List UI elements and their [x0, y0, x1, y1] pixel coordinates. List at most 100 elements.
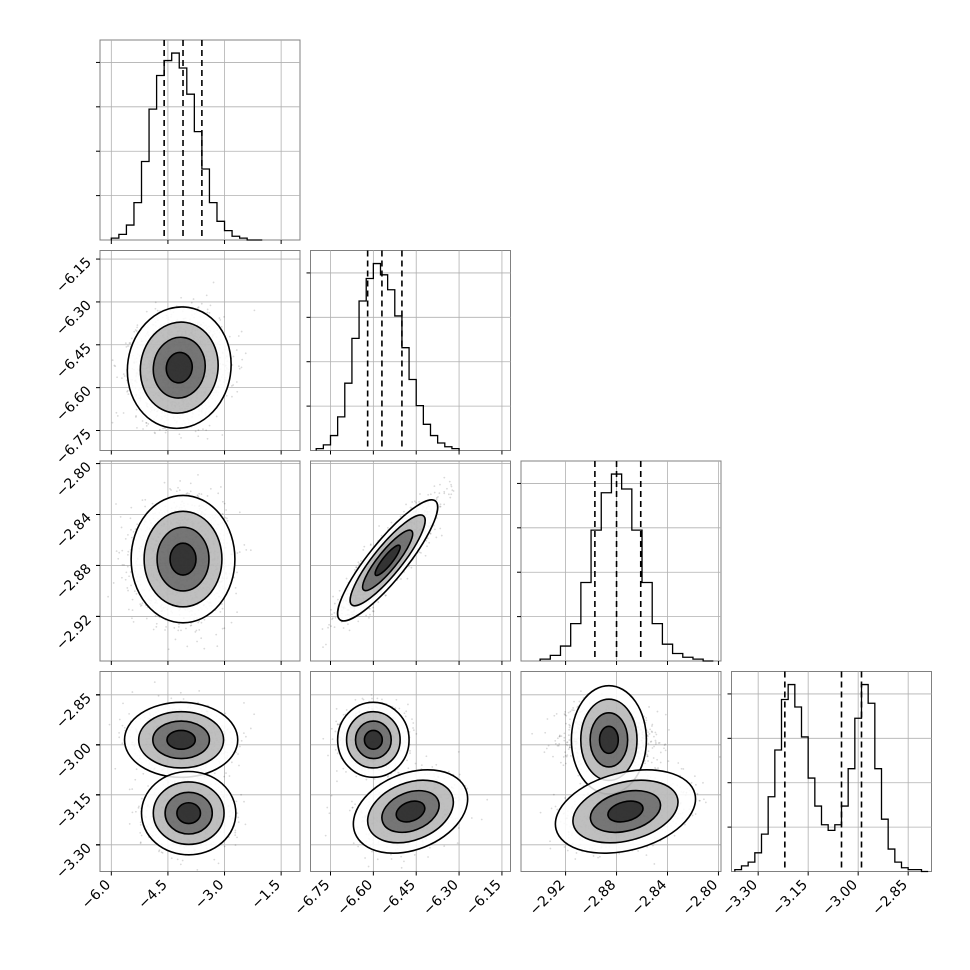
sample-point [154, 614, 157, 617]
y-tick-label: −6.15 [53, 255, 95, 297]
sample-point [155, 622, 158, 625]
sample-point [177, 629, 180, 632]
sample-point [241, 358, 244, 361]
sample-point [135, 415, 137, 417]
panel-frame [310, 250, 511, 451]
sample-point [196, 640, 198, 643]
sample-point [249, 549, 252, 552]
sample-point [122, 412, 125, 414]
sample-point [230, 384, 233, 387]
sample-point [130, 337, 133, 340]
sample-point [154, 432, 156, 435]
x-tick-label: −3.30 [719, 877, 761, 919]
sample-point [140, 604, 143, 607]
sample-point [134, 329, 137, 331]
sample-point [162, 427, 165, 430]
sample-point [142, 428, 144, 430]
sample-point [170, 489, 172, 491]
sample-point [113, 364, 116, 367]
sample-point [125, 345, 128, 348]
sample-point [114, 365, 117, 368]
sample-point [219, 319, 222, 321]
scatter-contour-panel: −6.75−6.60−6.45−6.30−6.15 [53, 250, 301, 472]
sample-point [221, 500, 224, 503]
sample-point [129, 571, 132, 573]
sample-point [127, 553, 129, 556]
sample-point [117, 557, 120, 560]
x-tick-label: −3.15 [769, 877, 811, 919]
x-tick-label: −2.85 [869, 877, 911, 919]
sample-point [124, 342, 127, 345]
sample-point [135, 416, 137, 418]
sample-point [234, 586, 237, 589]
sample-point [131, 609, 134, 612]
x-tick-label: −3.00 [819, 877, 861, 919]
sample-point [177, 486, 179, 489]
sample-point [111, 359, 114, 362]
sample-point [203, 618, 206, 621]
sample-point [245, 549, 248, 551]
sample-point [164, 427, 166, 430]
sample-point [145, 310, 148, 313]
sample-point [197, 474, 199, 476]
sample-point [186, 645, 189, 648]
y-tick-label: −6.75 [53, 426, 95, 468]
sample-point [200, 302, 203, 305]
sample-point [236, 611, 238, 614]
sample-point [205, 294, 208, 297]
sample-point [145, 422, 148, 424]
sample-point [180, 436, 182, 439]
sample-point [206, 311, 209, 314]
sample-point [226, 517, 228, 520]
sample-point [198, 629, 201, 631]
sample-point [158, 428, 161, 431]
sample-point [203, 647, 206, 650]
sample-point [123, 375, 126, 377]
sample-point [197, 435, 200, 438]
sample-point [188, 493, 190, 495]
sample-point [141, 499, 144, 502]
sample-point [126, 390, 128, 393]
sample-point [120, 377, 123, 380]
sample-point [127, 608, 130, 611]
sample-point [200, 621, 203, 624]
sample-point [146, 470, 148, 472]
sample-point [221, 434, 224, 436]
sample-point [145, 421, 148, 424]
sample-point [223, 502, 226, 505]
sample-point [194, 430, 197, 433]
sample-point [190, 624, 193, 627]
sample-point [131, 598, 134, 601]
sample-point [206, 308, 209, 311]
sample-point [186, 492, 189, 494]
sample-point [122, 373, 125, 376]
sample-point [124, 578, 127, 581]
sample-point [116, 415, 119, 417]
histogram-panel [306, 250, 511, 455]
sample-point [136, 426, 138, 429]
sample-point [237, 365, 240, 368]
sample-point [126, 389, 129, 392]
sample-point [208, 311, 211, 314]
sample-point [152, 628, 155, 631]
sample-point [119, 515, 122, 518]
sample-point [136, 326, 139, 329]
sample-point [236, 390, 239, 393]
sample-point [139, 603, 142, 606]
sample-point [174, 638, 177, 641]
sample-point [185, 627, 187, 630]
sample-point [141, 602, 144, 605]
sample-point [220, 325, 223, 328]
sample-point [133, 330, 136, 333]
sample-point [185, 492, 188, 495]
sample-point [133, 590, 136, 593]
sample-point [95, 360, 97, 362]
sample-point [216, 645, 219, 648]
sample-point [215, 633, 218, 636]
sample-point [120, 526, 123, 529]
sample-point [180, 296, 183, 299]
sample-point [236, 552, 239, 554]
sample-point [145, 424, 148, 427]
histogram-step [110, 52, 263, 241]
